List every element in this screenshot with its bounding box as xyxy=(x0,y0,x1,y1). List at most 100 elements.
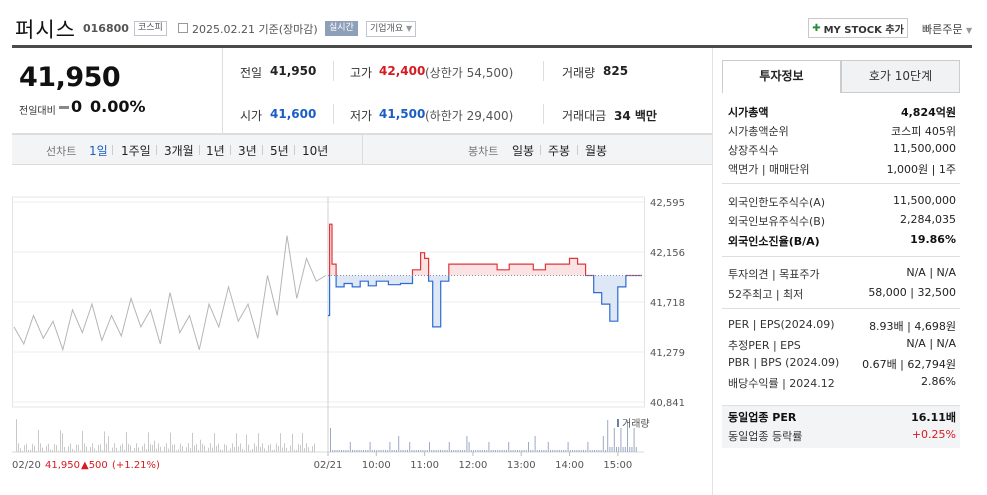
volume-bar xyxy=(554,450,556,452)
volume-bar xyxy=(216,445,217,452)
industry-per-value: 16.11배 xyxy=(911,411,956,424)
volume-bar xyxy=(404,450,406,452)
opinion-label: 투자의견 | 목표주가 xyxy=(728,268,820,281)
volume-bar xyxy=(104,431,105,452)
unchanged-icon xyxy=(59,106,69,109)
volume-bar xyxy=(34,445,35,452)
volume-bar xyxy=(433,450,435,452)
volume-bar xyxy=(561,450,562,452)
prev-close-label: 전일 xyxy=(240,66,263,80)
tab-orderbook[interactable]: 호가 10단계 xyxy=(841,60,960,93)
period-10y[interactable]: 10년 xyxy=(302,144,329,158)
row-industry-per[interactable]: 동일업종 PER 16.11배 xyxy=(728,409,956,427)
footer-price: 41,950 xyxy=(45,460,80,471)
volume-bar xyxy=(20,448,21,452)
volume-bar xyxy=(514,450,516,452)
add-mystock-button[interactable]: ✚ MY STOCK 추가 xyxy=(808,18,908,38)
volume-bar xyxy=(382,450,384,452)
volume-bar xyxy=(415,450,417,452)
volume-bar xyxy=(462,450,463,452)
volume-bar xyxy=(426,450,428,452)
volume-bar xyxy=(466,436,468,452)
price-stats xyxy=(222,48,712,134)
period-3m[interactable]: 3개월 xyxy=(164,144,194,158)
volume-bar xyxy=(288,451,289,452)
volume-bar xyxy=(532,450,534,452)
volume-bar xyxy=(620,428,622,452)
volume-bar xyxy=(92,443,93,452)
period-1d[interactable]: 1일 xyxy=(89,144,108,158)
volume-bar xyxy=(422,450,424,452)
volume-bar xyxy=(194,445,195,452)
x-tick-label: 13:00 xyxy=(507,460,536,471)
volume-bar xyxy=(264,448,265,452)
volume-bar xyxy=(611,447,613,452)
period-1y[interactable]: 1년 xyxy=(206,144,225,158)
volume-bar xyxy=(22,450,23,452)
toolbar-separator xyxy=(540,145,541,155)
x-tick-label: 02/21 xyxy=(314,460,343,471)
volume-bar xyxy=(250,450,251,452)
volume-bar xyxy=(116,447,117,452)
volume-bar xyxy=(519,450,521,452)
period-5y[interactable]: 5년 xyxy=(270,144,289,158)
period-3y[interactable]: 3년 xyxy=(238,144,257,158)
x-tick-label: 15:00 xyxy=(603,460,632,471)
volume-bar xyxy=(310,451,311,452)
toolbar-divider xyxy=(362,134,363,165)
volume-bar xyxy=(470,450,472,452)
toolbar-separator xyxy=(262,145,263,155)
down-area xyxy=(328,275,626,327)
calendar-icon xyxy=(178,23,188,33)
row-pbr-bps: PBR | BPS (2024.09) 0.67배 | 62,794원 xyxy=(728,356,956,374)
volume-bar xyxy=(152,444,153,452)
volume-bar xyxy=(567,442,569,452)
volume-bar xyxy=(54,444,55,452)
volume-bar xyxy=(349,442,351,452)
volume-bar xyxy=(274,449,275,452)
volume-bar xyxy=(495,450,496,452)
volume-bar xyxy=(334,450,336,452)
section-divider xyxy=(722,183,960,184)
quick-order-dropdown[interactable]: 빠른주문 ▼ xyxy=(922,21,972,37)
volume-bar xyxy=(136,443,137,452)
volume-bar xyxy=(196,443,197,452)
row-opinion: 투자의견 | 목표주가 N/A | N/A xyxy=(728,266,956,284)
market-cap-rank-label: 시가총액순위 xyxy=(728,125,789,138)
volume-bar xyxy=(210,443,211,452)
volume-bar xyxy=(409,442,411,452)
volume-legend-label: 거래량 xyxy=(622,418,650,430)
company-info-dropdown[interactable]: 기업개요 ▼ xyxy=(366,21,417,37)
volume-bar xyxy=(140,451,141,452)
dividend-value: 2.86% xyxy=(921,375,956,388)
volume-bar xyxy=(112,447,113,452)
volume-value: 825 xyxy=(603,64,629,78)
volume-bar xyxy=(477,450,479,452)
candle-daily[interactable]: 일봉 xyxy=(512,144,535,158)
volume-bar xyxy=(600,450,602,452)
volume-bar xyxy=(583,450,584,452)
volume-bar xyxy=(506,450,507,452)
tab-investment-info[interactable]: 투자정보 xyxy=(722,60,841,93)
volume-bar xyxy=(345,450,347,452)
volume-bar xyxy=(174,444,175,452)
candle-monthly[interactable]: 월봉 xyxy=(585,144,608,158)
volume-bar xyxy=(314,443,315,452)
row-market-cap-rank[interactable]: 시가총액순위 코스피 405위 xyxy=(728,123,956,141)
volume-bar xyxy=(622,447,624,452)
candle-weekly[interactable]: 주봉 xyxy=(548,144,571,158)
volume-bar xyxy=(66,451,67,452)
volume-bar xyxy=(363,450,364,452)
volume-bar xyxy=(598,450,600,452)
period-1w[interactable]: 1주일 xyxy=(121,144,151,158)
volume-bar xyxy=(411,450,413,452)
realtime-badge[interactable]: 실시간 xyxy=(325,21,358,36)
volume-bar xyxy=(440,450,441,452)
volume-bar xyxy=(609,447,611,452)
volume-bar xyxy=(534,436,536,452)
change-value: 0 xyxy=(71,97,83,116)
volume-bar xyxy=(572,450,573,452)
row-industry-change[interactable]: 동일업종 등락률 +0.25% xyxy=(728,428,956,446)
volume-bar xyxy=(232,443,233,452)
